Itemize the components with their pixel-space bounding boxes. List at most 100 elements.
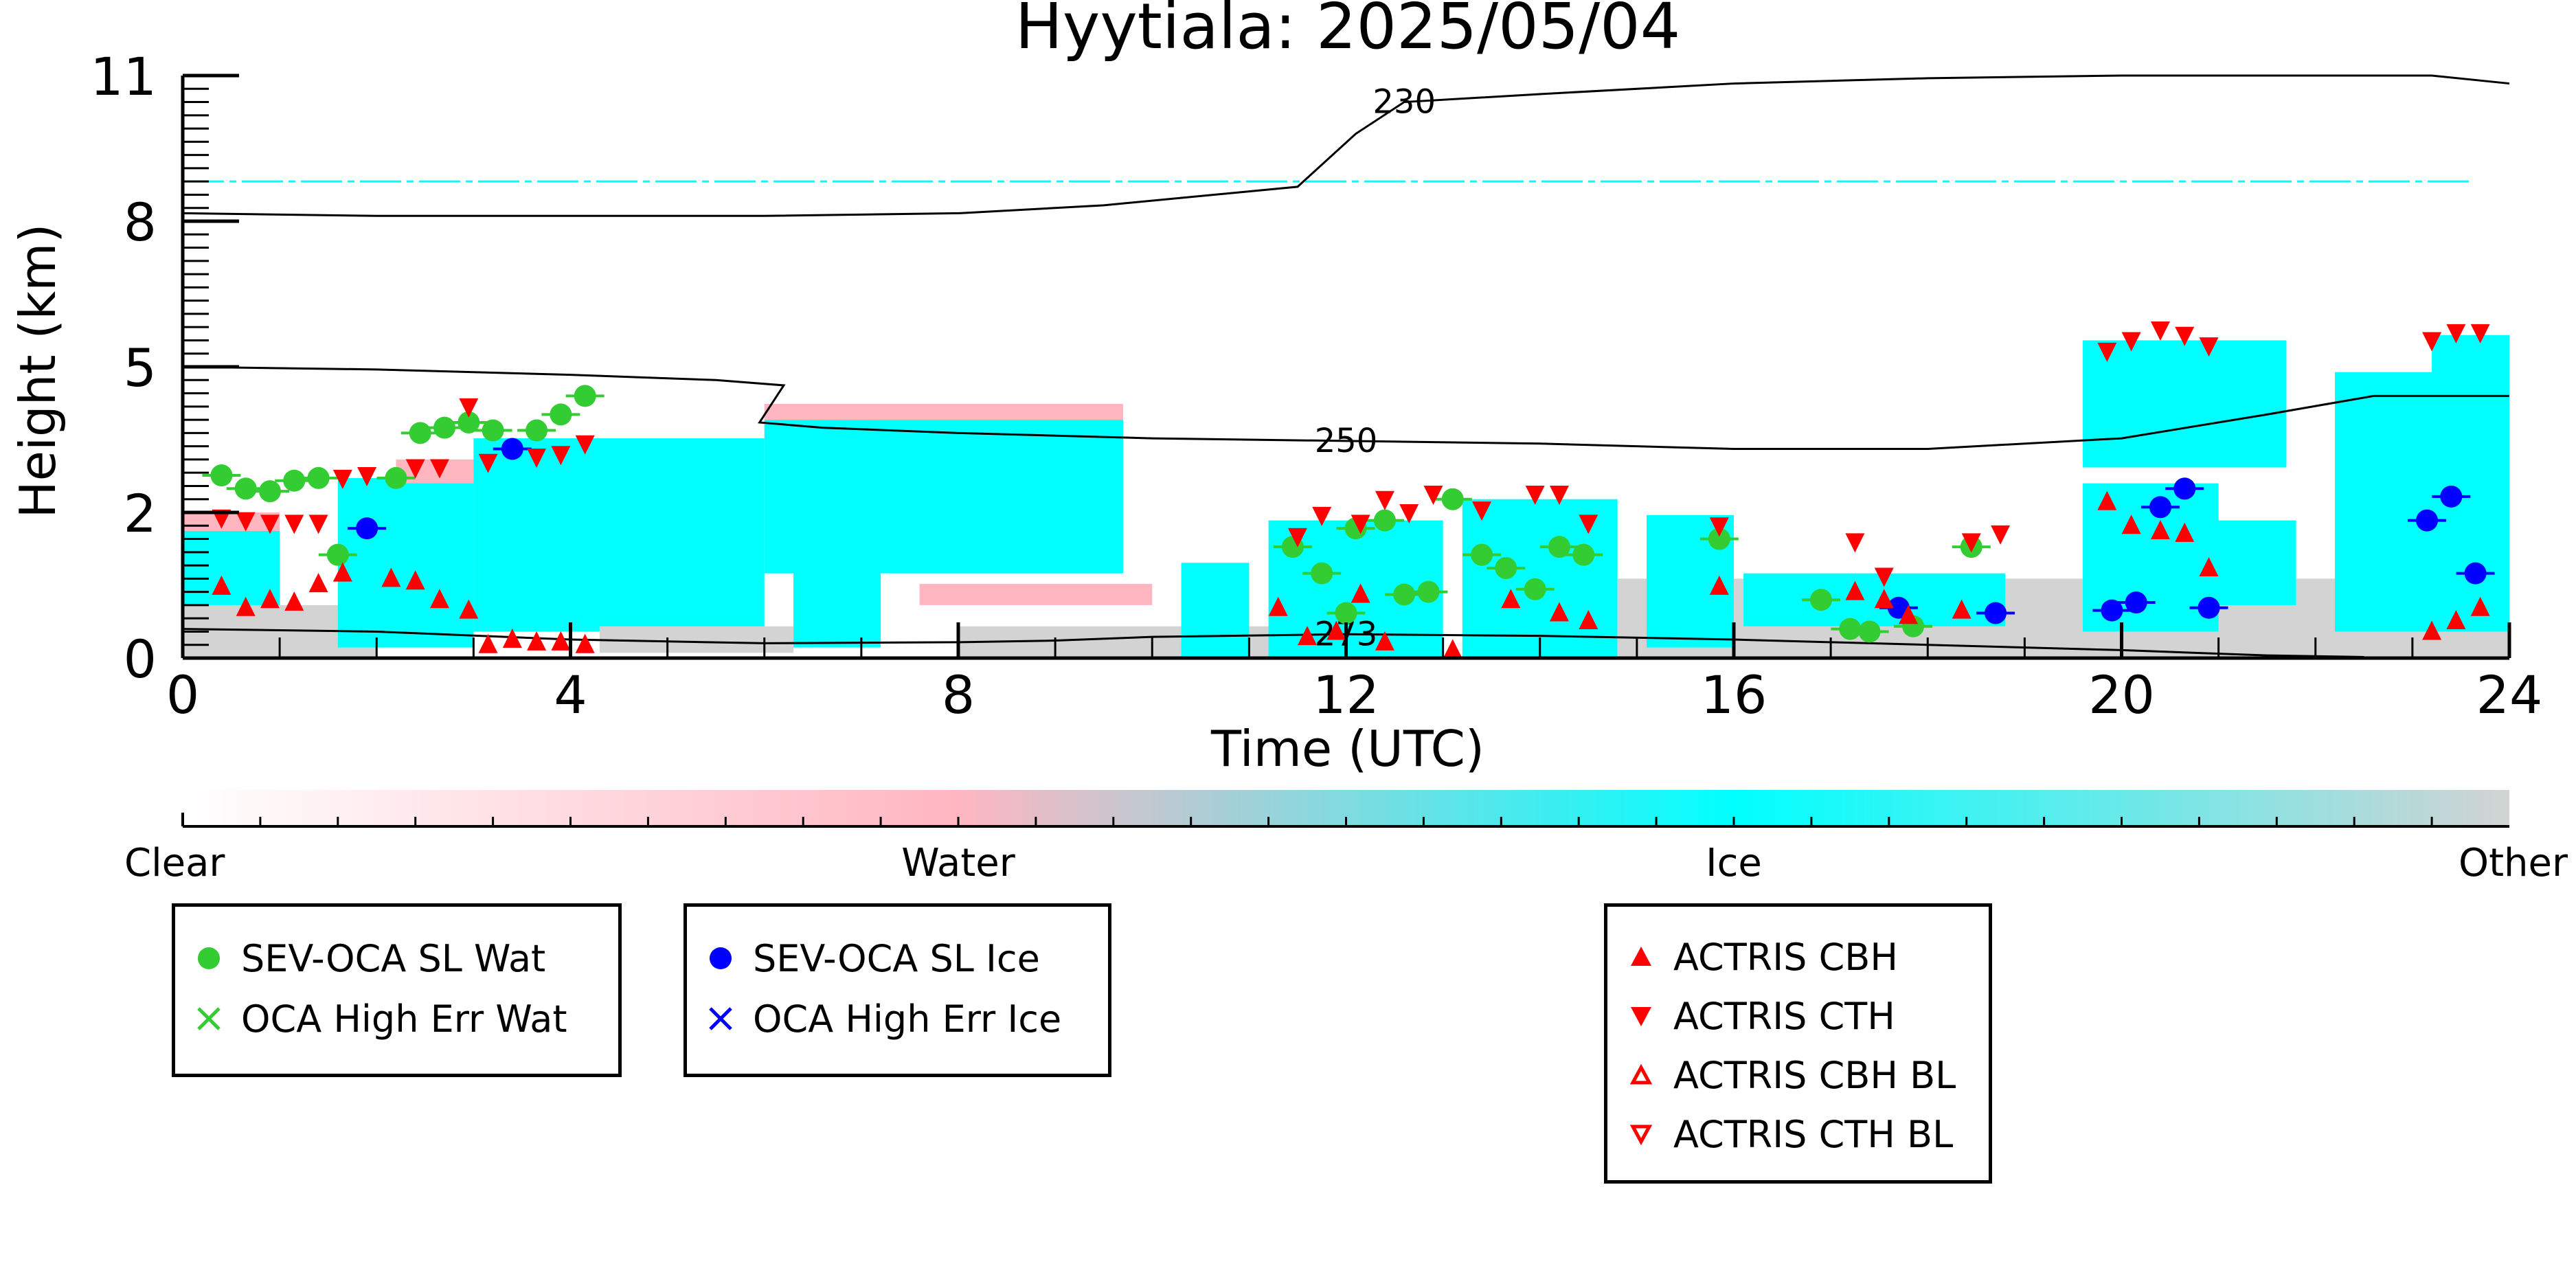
data-point [2150,519,2170,539]
data-point [1393,583,1416,606]
classification-region [2432,335,2509,394]
legend-item-actris-cth-bl: ACTRIS CTH BL [1625,1105,1953,1164]
data-point [527,449,547,468]
data-point [429,459,449,479]
data-point [1961,533,1981,553]
data-point [260,515,280,534]
colorbar: Clear Water Ice Other [124,790,2568,885]
legend-label: ACTRIS CBH [1673,935,1898,979]
classification-region [793,541,881,648]
data-point [2470,596,2490,616]
data-point [1311,562,1333,585]
data-point [2150,321,2170,341]
data-point [1874,567,1894,587]
classification-region [919,584,1153,605]
classification-region [2334,372,2509,632]
x-tick-label: 8 [942,664,975,725]
data-point [574,385,596,407]
data-point [236,596,256,616]
data-point [308,573,328,593]
data-point [459,599,479,619]
contour-line [182,74,2510,217]
data-point [527,631,547,651]
x-mark-icon [197,1007,221,1030]
data-point [1287,528,1307,547]
data-point [550,403,572,426]
data-point [1524,578,1546,600]
data-point [1312,506,1332,526]
legend-actris: ACTRIS CBH ACTRIS CTH ACTRIS CBH BL ACTR… [1604,903,1992,1184]
data-point [409,422,431,444]
data-point [482,419,504,442]
data-point [2101,599,2123,622]
data-point [1351,515,1370,534]
data-point [308,515,328,534]
legend-item-oca-high-err-wat: OCA High Err Wat [193,989,567,1048]
classification-region [183,530,280,605]
contour-line [182,365,2509,450]
data-point [284,591,304,611]
legend-item-actris-cbh: ACTRIS CBH [1625,927,1898,986]
x-tick-label: 4 [554,664,587,725]
data-point [2097,490,2117,510]
x-tick-label: 24 [2476,664,2543,725]
data-point [1375,631,1394,651]
data-point [1548,536,1570,558]
classification-region [2083,340,2287,468]
data-point [1417,580,1440,603]
classification-region [1462,499,1618,658]
data-point [236,512,256,532]
data-point [1708,528,1730,550]
data-point [2470,324,2490,343]
data-point [502,629,522,648]
filled-circle-icon [198,947,220,969]
data-point [2121,515,2141,534]
data-point [1839,618,1862,640]
legend-label: ACTRIS CTH [1673,994,1895,1038]
data-point [501,438,523,460]
classification-region [337,477,474,648]
data-point [405,570,425,590]
data-point [1899,605,1919,624]
legend-water: SEV-OCA SL Wat OCA High Err Wat [172,903,622,1077]
triangle-down-icon [1631,1007,1651,1026]
legend-label: OCA High Err Wat [241,997,567,1041]
data-point [478,633,498,653]
data-point [1495,556,1517,579]
data-point [212,509,231,529]
x-tick-label: 16 [1701,664,1767,725]
x-tick-label: 20 [2088,664,2155,725]
data-point [526,419,548,442]
data-point [1298,626,1318,646]
data-point [575,435,595,455]
data-point [1373,509,1396,532]
data-point [326,543,349,566]
data-point [357,467,377,487]
data-point [1549,602,1569,622]
data-point [2440,485,2463,508]
contour-line [182,628,2364,658]
data-point [1525,486,1545,506]
contour-label: 250 [1315,422,1378,460]
data-point [2125,591,2147,614]
data-point [381,567,401,587]
data-point [2199,337,2219,357]
data-point [1423,486,1443,506]
legend-ice: SEV-OCA SL Ice OCA High Err Ice [683,903,1111,1077]
data-point [433,416,456,439]
colorbar-label: Clear [124,841,225,885]
data-point [1858,620,1881,643]
data-point [385,466,407,489]
data-point [1572,543,1595,566]
classification-region [1181,563,1250,658]
y-tick-label: 8 [124,192,157,253]
data-point [575,633,595,653]
colorbar-label: Other [2459,841,2568,885]
data-point [259,480,282,503]
triangle-up-icon [1631,947,1651,966]
legend-label: ACTRIS CBH BL [1673,1053,1956,1097]
legend-item-sev-oca-sl-wat: SEV-OCA SL Wat [193,929,545,988]
data-point [457,411,480,433]
data-point [1845,580,1865,600]
data-point [1443,639,1462,659]
